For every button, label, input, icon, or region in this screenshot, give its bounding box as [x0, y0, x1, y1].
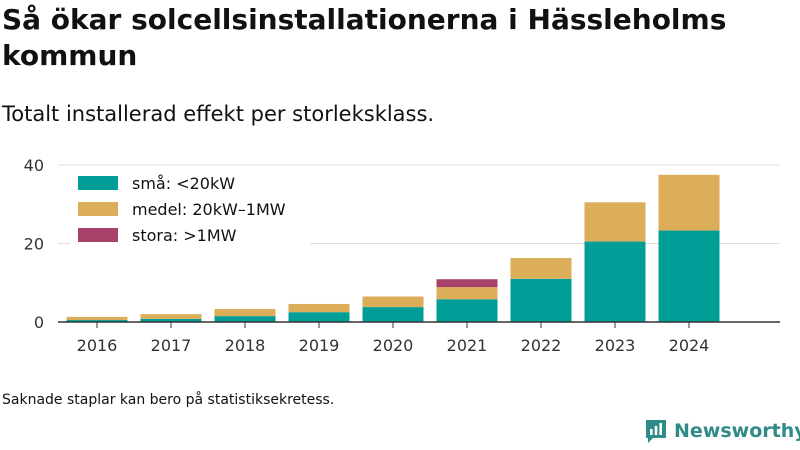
legend-label: små: <20kW — [132, 174, 235, 193]
chart-subtitle: Totalt installerad effekt per storlekskl… — [2, 102, 435, 126]
legend-label: medel: 20kW–1MW — [132, 200, 286, 219]
y-tick-label: 40 — [24, 156, 44, 175]
bar-segment — [436, 279, 498, 288]
footnote: Saknade staplar kan bero på statistiksek… — [2, 392, 335, 408]
legend-swatch — [78, 228, 118, 242]
bar-segment — [66, 316, 128, 321]
bar-segment — [140, 314, 202, 319]
brand-name: Newsworthy — [674, 420, 800, 442]
legend-label: stora: >1MW — [132, 226, 237, 245]
bar-segment — [584, 202, 646, 242]
legend-swatch — [78, 176, 118, 190]
x-tick-label: 2017 — [151, 336, 192, 355]
bar-segment — [214, 309, 276, 317]
x-axis-tick-labels: 2016 2017 2018 2019 2020 2021 2022 2023 2024 — [77, 322, 710, 355]
bar-segment — [436, 287, 498, 300]
bar-segment — [510, 278, 572, 322]
bar-segment — [214, 316, 276, 322]
x-tick-label: 2018 — [225, 336, 266, 355]
y-tick-label: 20 — [24, 235, 44, 254]
bar-segment — [362, 307, 424, 322]
legend: små: <20kW medel: 20kW–1MW stora: >1MW — [70, 167, 310, 247]
legend-swatch — [78, 202, 118, 216]
chart-title: Så ökar solcellsinstallationerna i Hässl… — [2, 3, 727, 72]
bar-segment — [66, 320, 128, 322]
bar-segment — [658, 174, 720, 231]
x-tick-label: 2023 — [595, 336, 636, 355]
bar-segment — [288, 303, 350, 313]
brand-logo[interactable]: Newsworthy — [644, 418, 800, 444]
bar-segment — [510, 258, 572, 279]
bar-segment — [362, 296, 424, 308]
newsworthy-logo-icon — [646, 420, 666, 443]
bar-segment — [584, 241, 646, 322]
y-tick-label: 0 — [34, 313, 44, 332]
y-axis-tick-labels: 0 20 40 — [24, 156, 44, 332]
bar-segment — [658, 230, 720, 322]
x-tick-label: 2019 — [299, 336, 340, 355]
x-tick-label: 2022 — [521, 336, 562, 355]
bar-segment — [288, 312, 350, 322]
bars — [66, 174, 720, 322]
bar-segment — [436, 299, 498, 322]
bar-segment — [140, 318, 202, 322]
x-tick-label: 2020 — [373, 336, 414, 355]
x-tick-label: 2016 — [77, 336, 118, 355]
x-tick-label: 2024 — [669, 336, 710, 355]
x-tick-label: 2021 — [447, 336, 488, 355]
